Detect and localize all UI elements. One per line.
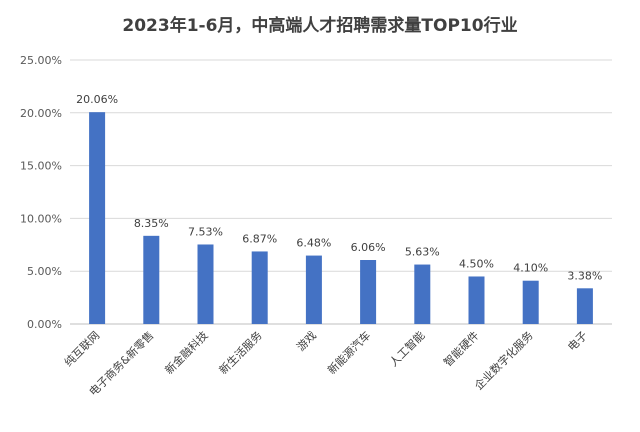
bar xyxy=(468,276,485,324)
chart-title: 2023年1-6月，中高端人才招聘需求量TOP10行业 xyxy=(122,16,518,36)
bar xyxy=(522,280,539,324)
bar xyxy=(197,244,214,324)
category-label: 游戏 xyxy=(294,329,319,354)
bar xyxy=(305,255,322,324)
category-label: 新生活服务 xyxy=(216,328,265,377)
data-label: 7.53% xyxy=(188,225,223,238)
bar xyxy=(143,235,160,324)
bar xyxy=(251,251,268,324)
data-label: 6.87% xyxy=(242,232,277,245)
data-label: 6.48% xyxy=(296,237,331,250)
y-tick-label: 10.00% xyxy=(20,212,62,225)
data-label: 3.38% xyxy=(567,269,602,282)
category-label: 电子 xyxy=(565,329,590,354)
y-tick-label: 15.00% xyxy=(20,160,62,173)
y-tick-label: 25.00% xyxy=(20,54,62,67)
category-label: 智能硬件 xyxy=(441,328,482,369)
bar xyxy=(360,260,377,324)
data-label: 8.35% xyxy=(134,217,169,230)
category-label: 新能源汽车 xyxy=(324,328,373,377)
bar xyxy=(89,112,106,324)
data-label: 4.50% xyxy=(459,257,494,270)
bar xyxy=(414,264,431,324)
data-label: 20.06% xyxy=(76,93,118,106)
y-tick-label: 20.00% xyxy=(20,107,62,120)
category-label: 纯互联网 xyxy=(62,329,102,369)
y-tick-label: 0.00% xyxy=(27,318,62,331)
data-label: 4.10% xyxy=(513,262,548,275)
y-tick-label: 5.00% xyxy=(27,265,62,278)
data-label: 6.06% xyxy=(351,241,386,254)
category-label: 新金融科技 xyxy=(162,328,211,377)
data-label: 5.63% xyxy=(405,246,440,259)
bar xyxy=(576,288,593,324)
category-label: 人工智能 xyxy=(386,328,427,369)
